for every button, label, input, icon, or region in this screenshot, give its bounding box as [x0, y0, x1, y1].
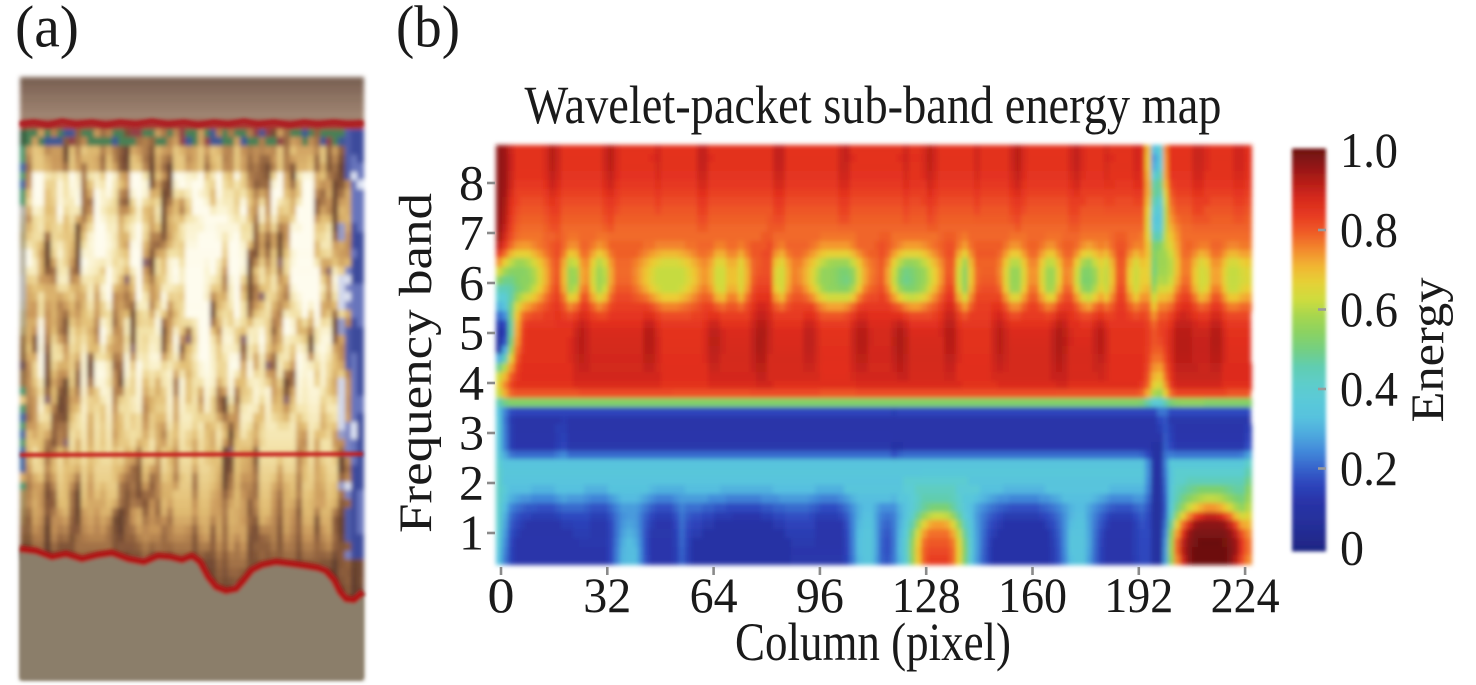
svg-text:7: 7 — [459, 205, 484, 261]
svg-text:6: 6 — [459, 255, 484, 311]
svg-text:4: 4 — [459, 355, 484, 411]
svg-text:0: 0 — [488, 567, 515, 623]
svg-text:(b): (b) — [396, 0, 460, 60]
svg-text:128: 128 — [892, 567, 961, 623]
svg-text:32: 32 — [583, 567, 631, 623]
svg-text:64: 64 — [690, 567, 738, 623]
svg-text:2: 2 — [459, 455, 484, 511]
svg-text:5: 5 — [459, 305, 484, 361]
svg-text:3: 3 — [459, 405, 484, 461]
svg-text:(a): (a) — [15, 0, 79, 60]
svg-text:96: 96 — [796, 567, 844, 623]
svg-text:1: 1 — [459, 505, 484, 561]
svg-text:Wavelet-packet sub-band energy: Wavelet-packet sub-band energy map — [525, 75, 1222, 135]
svg-text:8: 8 — [459, 155, 484, 211]
